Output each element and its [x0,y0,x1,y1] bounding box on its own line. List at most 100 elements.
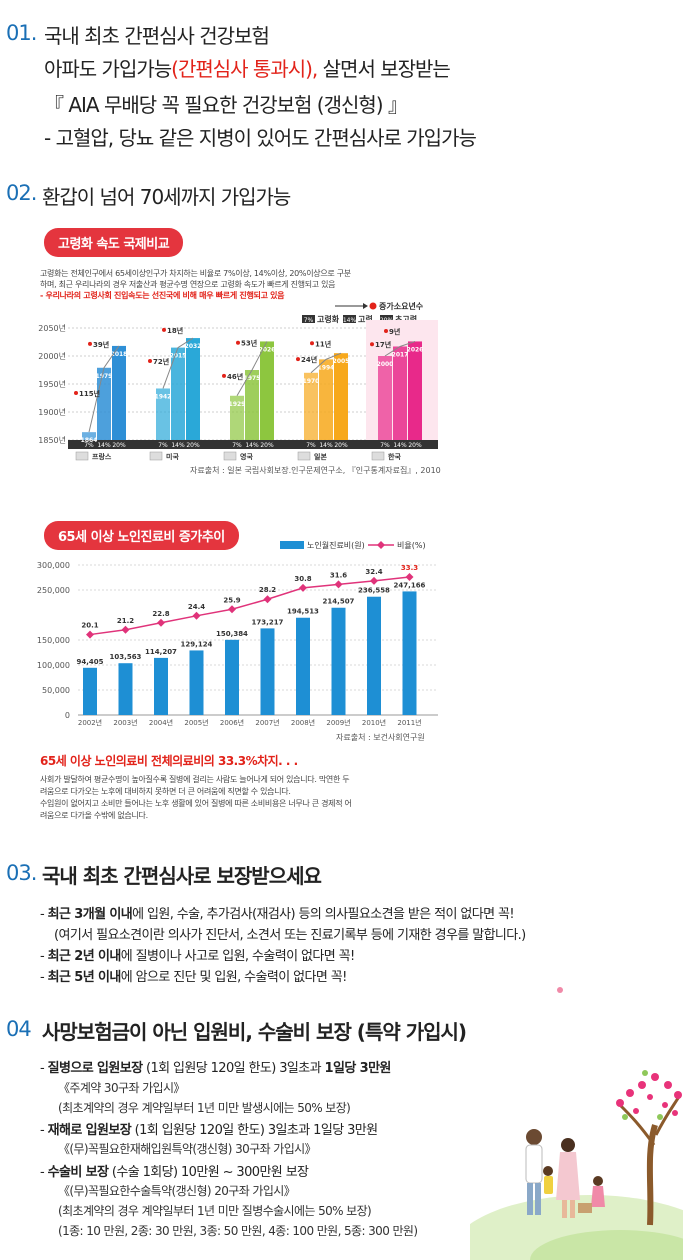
line-point [334,580,343,589]
bar-value-label: 1942 [155,393,172,400]
gap-label: 18년 [167,326,183,335]
y-tick-label: 300,000 [37,561,70,570]
gap-label: 46년 [227,372,243,381]
chart-bar [331,607,346,715]
line-2-text: 아파도 가입가능 [44,57,172,81]
bar-category-label: 14% [319,442,333,449]
gap-label: 39년 [93,340,109,349]
gap-label: 17년 [375,340,391,349]
section-number: 02. [6,181,37,205]
bullet-text: (1회 입원당 120일 한도) 3일초과 1일당 3만원 [131,1123,378,1138]
line-value-label: 25.9 [223,596,240,604]
bar-category-label: 14% [97,442,111,449]
y-tick-label: 1950년 [38,379,66,389]
gap-label: 24년 [301,355,317,364]
line-value-label: 21.2 [117,617,134,625]
legend-arrow-label: 증가소요년수 [379,301,424,311]
chart-bar [156,388,170,440]
list-item-sub: (최초계약의 경우 계약일부터 1년 미만 질병수술시에는 50% 보장) [58,1204,372,1218]
trend-line [384,340,416,357]
list-item-sub: (1종: 10 만원, 2종: 30 만원, 3종: 50 만원, 4종: 10… [58,1224,418,1238]
legend-key-label: 7% [304,317,314,324]
y-tick-label: 100,000 [37,661,70,670]
x-tick-label: 2010년 [362,718,386,727]
bar-value-label: 214,507 [323,598,355,606]
bullet-text: (수술 1회당) 10만원 ~ 300만원 보장 [108,1165,309,1180]
paragraph-line: 려움으로 다가올 수밖에 없습니다. [40,811,148,820]
bar-value-label: 1929 [229,401,246,408]
bar-value-label: 2018 [111,351,128,358]
paragraph-line: 수입원이 없어지고 소비만 들어나는 노후 생활에 있어 질병에 따른 소비비용… [40,799,352,808]
bullet-bold: 재해로 입원보장 [47,1123,132,1138]
chart-bar [189,650,204,715]
chart-bar [393,346,407,440]
bar-value-label: 2005 [333,358,350,365]
country-label: 프랑스 [92,452,112,461]
line-value-label: 33.3 [401,564,418,572]
flag-icon [223,451,237,461]
series-line [89,576,410,636]
y-tick-label: 1900년 [38,407,66,417]
section-01: 01. 국내 최초 간편심사 건강보험 아파도 가입가능(간편심사 통과시), … [0,0,683,160]
legend-key [380,315,393,323]
bar-category-label: 7% [232,442,242,449]
line-point [370,576,378,585]
bar-value-label: 150,384 [216,630,248,638]
line-value-label: 32.4 [365,568,382,576]
chart-bar [304,372,318,440]
x-tick-label: 2007년 [255,718,279,727]
chart-desc-2: 하며, 최근 우리나라의 경우 저출산과 평균수명 연장으로 고령화 속도가 빠… [40,280,336,289]
family-illustration [470,987,683,1260]
x-tick-label: 2002년 [78,718,102,727]
chart-bar [260,341,274,440]
bar-value-label: 2032 [185,343,202,350]
chart-bar [154,657,168,715]
chart-bar [260,628,275,715]
line-value-label: 28.2 [259,586,276,594]
chart-title-pill: 65세 이상 노인진료비 증가추이 [44,521,239,550]
line-value-label: 20.1 [81,622,98,630]
list-item-sub: 《주계약 30구좌 가입시》 [58,1081,185,1095]
paragraph-line: 려움으로 다가오는 노후에 대비하지 못하면 더 큰 어려움에 직면할 수 있습… [40,787,291,796]
chart-bar [118,663,133,715]
gap-marker [162,327,166,332]
list-item: - 수술비 보장 (수술 1회당) 10만원 ~ 300만원 보장 [40,1165,309,1180]
chart-bar [186,338,200,440]
gap-marker [88,341,92,346]
gap-marker [370,342,374,347]
list-item: - 재해로 입원보장 (1회 입원당 120일 한도) 3일초과 1일당 3만원 [40,1123,378,1138]
bar-category-label: 14% [245,442,259,449]
bar-value-label: 1864 [81,437,98,444]
line-point [228,605,236,614]
bar-category-label: 14% [171,442,185,449]
legend-key-label: 14% [343,317,357,324]
bullet-bold: 최근 2년 이내 [47,949,122,964]
bar-value-label: 1979 [96,373,113,380]
line-point [405,573,414,581]
legend-key [343,315,356,323]
line-value-label: 31.6 [330,571,347,579]
gap-label: 72년 [153,357,169,366]
gap-marker [296,357,300,362]
line-point [299,583,307,592]
line-value-label: 24.4 [188,603,205,611]
chart-desc-3: - 우리나라의 고령사회 진입속도는 선진국에 비해 매우 빠르게 진행되고 있… [40,291,285,300]
paragraph-line: 사회가 발달하여 평균수명이 높아질수록 질병에 걸리는 사람도 늘어나게 되어… [40,775,350,784]
y-tick-label: 2050년 [38,323,66,333]
legend-key [302,315,315,323]
chart-bar [378,356,392,440]
bar-value-label: 2026 [259,346,276,353]
bar-value-label: 94,405 [76,658,103,666]
line-point [157,618,165,627]
bar-value-label: 114,207 [145,648,177,656]
y-tick-label: 250,000 [37,586,70,595]
line-point [192,611,201,620]
bar-value-label: 1975 [244,375,261,382]
gap-marker [384,328,388,333]
chart-bar [97,367,111,440]
bar-category-label: 20% [260,442,274,449]
bullet-bold: 1일당 3만원 [324,1061,392,1076]
gap-marker [310,341,314,346]
gap-marker [236,340,240,345]
